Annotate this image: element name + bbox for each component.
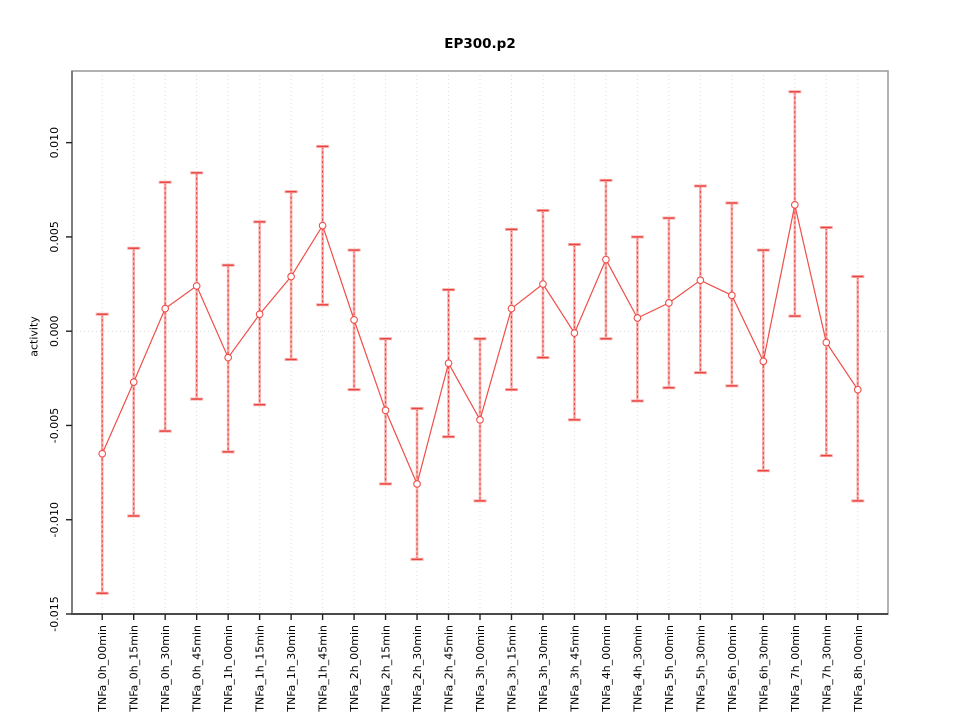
x-tick-label: TNFa_4h_30min <box>631 625 644 713</box>
y-tick-label: 0.000 <box>48 315 61 347</box>
y-axis-title: activity <box>27 316 41 357</box>
x-tick-label: TNFa_7h_00min <box>789 625 802 713</box>
x-tick-label: TNFa_2h_30min <box>411 625 424 713</box>
x-tick-label: TNFa_4h_00min <box>600 625 613 713</box>
x-tick-label: TNFa_0h_00min <box>96 625 109 713</box>
x-tick-label: TNFa_0h_45min <box>191 625 204 713</box>
x-tick-label: TNFa_7h_30min <box>820 625 833 713</box>
x-tick-label: TNFa_2h_00min <box>348 625 361 713</box>
x-tick-label: TNFa_8h_00min <box>852 625 865 713</box>
x-tick-label: TNFa_3h_00min <box>474 625 487 713</box>
y-tick-label: -0.015 <box>48 596 61 631</box>
x-tick-label: TNFa_0h_30min <box>159 625 172 713</box>
x-tick-label: TNFa_1h_45min <box>317 625 330 713</box>
x-tick-label: TNFa_3h_30min <box>537 625 550 713</box>
x-tick-label: TNFa_2h_45min <box>443 625 456 713</box>
y-tick-label: 0.005 <box>48 221 61 253</box>
y-tick-label: 0.010 <box>48 127 61 159</box>
x-tick-label: TNFa_0h_15min <box>128 625 141 713</box>
x-tick-label: TNFa_3h_45min <box>568 625 581 713</box>
x-tick-label: TNFa_1h_00min <box>222 625 235 713</box>
y-tick-label: -0.010 <box>48 502 61 537</box>
x-tick-label: TNFa_5h_00min <box>663 625 676 713</box>
x-axis: TNFa_0h_00min TNFa_0h_15min TNFa_0h_30min T… <box>96 614 865 713</box>
y-axis: -0.015 -0.010 -0.005 0.000 0.005 0.010 <box>48 127 72 632</box>
x-tick-label: TNFa_6h_30min <box>757 625 770 713</box>
x-tick-label: TNFa_2h_15min <box>380 625 393 713</box>
y-tick-label: -0.005 <box>48 408 61 443</box>
x-tick-label: TNFa_1h_30min <box>285 625 298 713</box>
chart-title: EP300.p2 <box>444 36 516 52</box>
error-bars <box>95 90 865 595</box>
x-tick-label: TNFa_1h_15min <box>254 625 267 713</box>
data-points <box>98 201 862 488</box>
vertical-gridlines <box>101 71 859 614</box>
x-tick-label: TNFa_5h_30min <box>694 625 707 713</box>
x-tick-label: TNFa_6h_00min <box>726 625 739 713</box>
x-tick-label: TNFa_3h_15min <box>505 625 518 713</box>
